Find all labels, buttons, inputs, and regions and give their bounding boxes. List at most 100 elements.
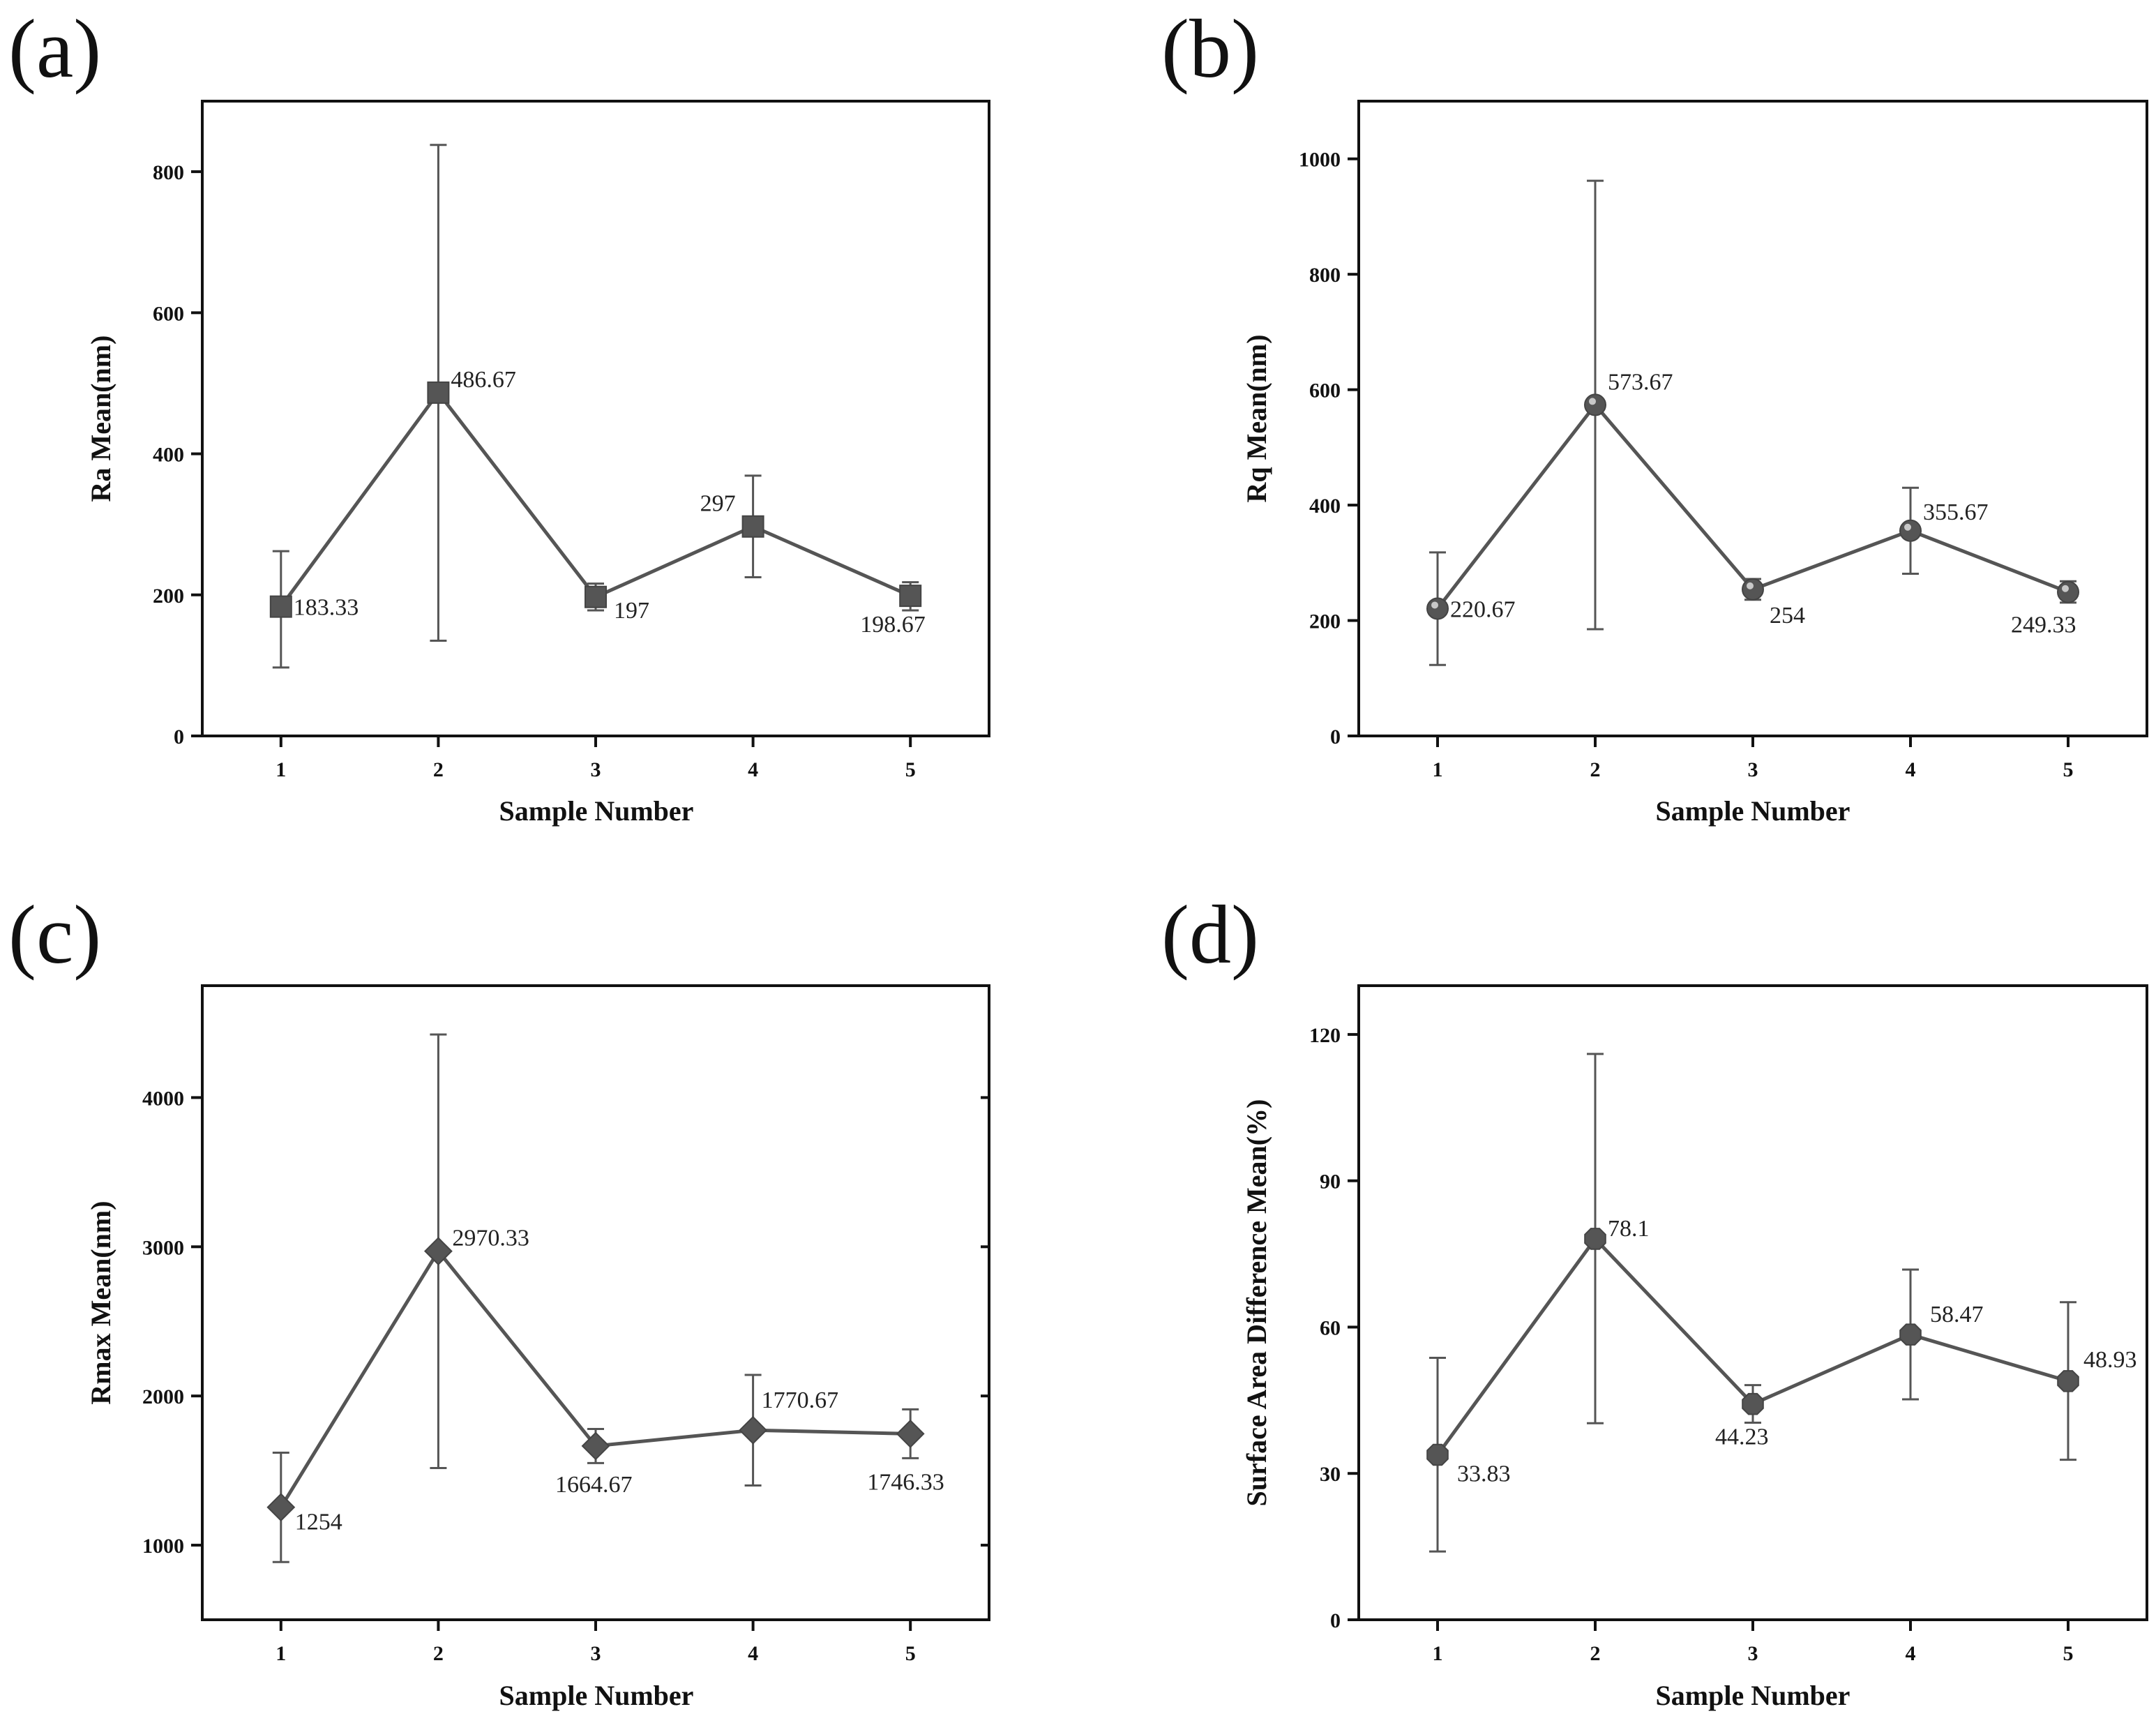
y-tick-label: 0: [1330, 1609, 1341, 1632]
x-tick-label: 1: [1433, 758, 1443, 781]
data-point: [581, 1431, 610, 1461]
data-point: [1899, 1323, 1922, 1346]
x-tick-label: 3: [591, 758, 601, 781]
x-tick-label: 5: [2063, 1642, 2074, 1665]
data-label: 573.67: [1608, 369, 1673, 395]
data-label: 44.23: [1715, 1424, 1769, 1450]
x-tick-label: 1: [276, 1642, 286, 1665]
data-label: 78.1: [1608, 1216, 1650, 1242]
x-tick-label: 1: [1433, 1642, 1443, 1665]
data-point-highlight: [1904, 523, 1911, 531]
y-tick-label: 600: [153, 302, 184, 325]
data-label: 48.93: [2083, 1347, 2137, 1373]
y-axis-title: Ra Mean(nm): [85, 336, 116, 502]
x-axis-title: Sample Number: [499, 795, 694, 827]
data-label: 58.47: [1930, 1302, 1984, 1327]
x-tick-label: 3: [1748, 758, 1758, 781]
data-label: 1770.67: [762, 1387, 839, 1413]
panel-label: (b): [1161, 2, 1259, 95]
y-tick-label: 0: [1330, 725, 1341, 748]
panel-label: (d): [1161, 888, 1259, 981]
data-point: [1584, 393, 1606, 416]
x-tick-label: 5: [905, 1642, 916, 1665]
y-tick-label: 30: [1320, 1463, 1341, 1486]
x-axis-title: Sample Number: [1656, 1680, 1850, 1711]
x-tick-label: 5: [2063, 758, 2074, 781]
data-label: 1664.67: [555, 1472, 633, 1498]
data-point-highlight: [1747, 582, 1754, 589]
data-label: 1254: [295, 1510, 342, 1535]
data-point: [739, 1415, 768, 1445]
data-point: [1426, 1443, 1449, 1466]
data-label: 198.67: [860, 612, 926, 638]
data-point: [266, 1493, 296, 1522]
data-point: [2057, 580, 2079, 603]
x-tick-label: 4: [748, 758, 758, 781]
data-label: 197: [614, 598, 649, 624]
x-axis-title: Sample Number: [1656, 795, 1850, 827]
plot-frame: [1357, 984, 2148, 1621]
data-point: [1742, 578, 1764, 601]
data-point: [1742, 1392, 1764, 1415]
y-tick-label: 1000: [1299, 149, 1341, 172]
x-tick-label: 4: [1906, 1642, 1916, 1665]
y-tick-label: 600: [1309, 379, 1341, 402]
data-point: [427, 381, 450, 404]
x-tick-label: 2: [433, 1642, 444, 1665]
data-point-highlight: [1589, 398, 1596, 405]
data-point: [896, 1420, 925, 1448]
data-label: 1746.33: [867, 1469, 944, 1495]
x-tick-label: 4: [748, 1642, 758, 1665]
chart-panel-2: (b) 1 2 3 4 5 0 200 400 600 800 1000 Sample Number Rq…: [1161, 2, 2148, 827]
data-point: [1899, 519, 1922, 542]
y-tick-label: 400: [153, 444, 184, 467]
y-tick-label: 800: [1309, 264, 1341, 287]
y-tick-label: 0: [174, 725, 184, 748]
chart-panel-3: (c) 1 2 3 4 5 1000 2000 3000 4000 Sample Number Rma…: [8, 888, 990, 1711]
data-label: 249.33: [2011, 612, 2076, 638]
y-axis-title: Rmax Mean(nm): [85, 1201, 116, 1404]
y-tick-label: 90: [1320, 1171, 1341, 1194]
x-tick-label: 2: [1590, 758, 1601, 781]
data-point: [269, 595, 292, 618]
data-point: [423, 1237, 453, 1266]
chart-panel-4: (d) 1 2 3 4 5 0 30 60 90 120 Sample Number Surface A…: [1161, 888, 2148, 1711]
y-tick-label: 200: [153, 585, 184, 608]
data-label: 297: [700, 491, 736, 517]
x-tick-label: 5: [905, 758, 916, 781]
data-label: 183.33: [294, 595, 359, 621]
y-axis-title: Rq Mean(nm): [1241, 334, 1272, 502]
x-tick-label: 2: [1590, 1642, 1601, 1665]
x-tick-label: 3: [591, 1642, 601, 1665]
x-tick-label: 3: [1748, 1642, 1758, 1665]
y-tick-label: 800: [153, 161, 184, 184]
data-point: [741, 515, 764, 538]
y-tick-label: 2000: [142, 1385, 184, 1408]
data-point-highlight: [2062, 585, 2069, 592]
data-label: 2970.33: [452, 1226, 529, 1251]
data-point: [585, 585, 607, 608]
panel-label: (a): [8, 2, 101, 95]
data-point: [1584, 1228, 1606, 1250]
data-point: [2057, 1370, 2079, 1392]
y-tick-label: 400: [1309, 495, 1341, 518]
data-label: 254: [1770, 603, 1805, 629]
y-axis-title: Surface Area Difference Mean(%): [1241, 1099, 1272, 1507]
y-tick-label: 120: [1309, 1024, 1341, 1047]
y-tick-label: 200: [1309, 610, 1341, 633]
panel-label: (c): [8, 888, 101, 981]
y-tick-label: 4000: [142, 1087, 184, 1110]
series-line: [279, 1248, 911, 1509]
series-line: [279, 389, 912, 608]
x-axis-title: Sample Number: [499, 1680, 694, 1711]
y-tick-label: 60: [1320, 1316, 1341, 1339]
data-label: 220.67: [1450, 596, 1516, 622]
x-tick-label: 1: [276, 758, 286, 781]
data-point: [899, 585, 922, 608]
plot-frame: [1357, 100, 2148, 737]
chart-panel-1: (a) 1 2 3 4 5 0 200 400 600 800 Sample Number Ra Mea…: [8, 2, 990, 827]
data-label: 33.83: [1457, 1461, 1511, 1487]
data-label: 486.67: [451, 367, 516, 393]
y-tick-label: 1000: [142, 1535, 184, 1558]
